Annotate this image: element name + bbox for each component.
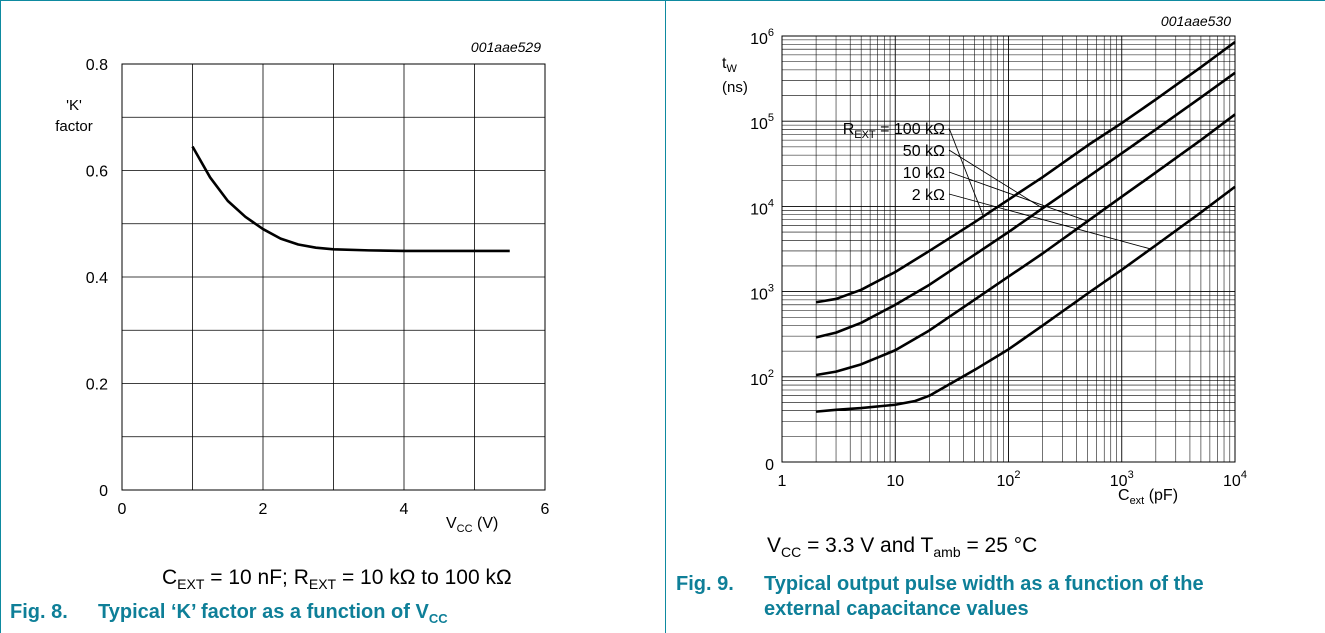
- figure-9-panel: [665, 0, 1325, 633]
- x-tick-label: 104: [1223, 469, 1247, 490]
- y-tick-label: 0: [765, 457, 774, 474]
- series-leader-line: [948, 127, 984, 217]
- y-tick-label: 0.4: [86, 270, 108, 287]
- series-line: [815, 185, 1236, 413]
- x-tick-label: 103: [1110, 469, 1134, 490]
- plot-frame: [781, 35, 1236, 463]
- series-label: 50 kΩ: [903, 143, 945, 160]
- k-factor-plot: 0 2 4 6 0 0.2 0.4 0.6 0.8 'K' factor VCC (V) 001aae5…: [55, 39, 549, 535]
- pulse-width-plot: 1 10 102 103 104 0 102 103 104 105 106 tW (ns) Cext (…: [722, 13, 1247, 507]
- y-tick-label: 0.8: [86, 57, 108, 74]
- figure-8-title: Typical ‘K’ factor as a function of VCC: [98, 601, 448, 626]
- series-line: [191, 145, 510, 253]
- figure-8-number: Fig. 8.: [10, 601, 68, 623]
- x-tick-label: 6: [541, 501, 550, 518]
- y-tick-label: 0.6: [86, 164, 108, 181]
- figure-9-condition: VCC = 3.3 V and Tamb = 25 °C: [767, 534, 1038, 561]
- x-tick-label: 1: [778, 473, 787, 490]
- y-axis-label: tW: [722, 55, 737, 75]
- y-axis-label-line2: factor: [55, 118, 93, 135]
- y-tick-label: 0: [99, 483, 108, 500]
- x-axis-label: VCC (V): [446, 515, 498, 535]
- y-axis-label-line1: 'K': [66, 97, 82, 114]
- figure-9-number: Fig. 9.: [676, 573, 734, 595]
- figure-9-title-line1: Typical output pulse width as a function…: [764, 573, 1204, 595]
- x-tick-label: 102: [997, 469, 1021, 490]
- x-tick-label: 0: [118, 501, 127, 518]
- figure-8-condition: CEXT = 10 nF; REXT = 10 kΩ to 100 kΩ: [162, 566, 512, 593]
- figure-8-panel: [0, 0, 665, 633]
- series-leader-line: [948, 193, 1151, 250]
- figure-9-title-line2: external capacitance values: [764, 598, 1029, 620]
- figure-9-caption: Fig. 9. Typical output pulse width as a …: [676, 572, 1316, 628]
- figure-8-caption: Fig. 8. Typical ‘K’ factor as a function…: [10, 600, 650, 628]
- x-tick-label: 2: [259, 501, 268, 518]
- series-label: 2 kΩ: [912, 187, 945, 204]
- y-axis-unit: (ns): [722, 79, 748, 96]
- y-tick-label: 106: [750, 27, 774, 48]
- x-tick-label: 10: [886, 473, 904, 490]
- y-tick-label: 103: [750, 283, 774, 304]
- y-tick-label: 104: [750, 197, 774, 218]
- series-line: [815, 113, 1236, 377]
- x-tick-label: 4: [400, 501, 409, 518]
- series-line: [815, 40, 1236, 304]
- y-tick-label: 102: [750, 368, 774, 389]
- series-leader-line: [948, 171, 1088, 222]
- figure-code: 001aae529: [471, 39, 541, 55]
- y-tick-label: 0.2: [86, 377, 108, 394]
- series-leader-line: [948, 149, 1043, 209]
- series-line: [815, 71, 1236, 339]
- x-axis-label: Cext (pF): [1118, 487, 1178, 507]
- series-label: 10 kΩ: [903, 165, 945, 182]
- series-label: REXT = 100 kΩ: [843, 121, 945, 141]
- y-tick-label: 105: [750, 112, 774, 133]
- plot-frame: [121, 63, 546, 491]
- figure-code: 001aae530: [1161, 13, 1231, 29]
